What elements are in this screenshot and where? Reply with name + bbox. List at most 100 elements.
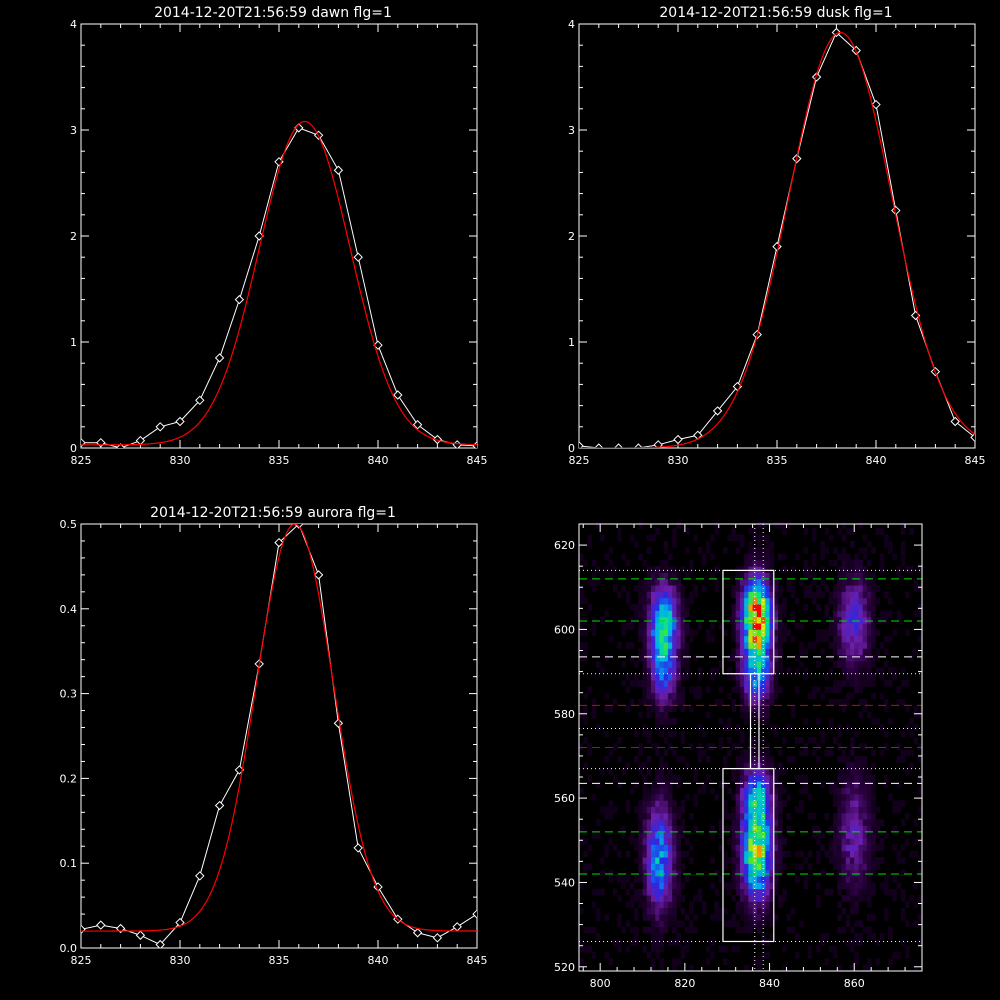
heatmap-cell bbox=[811, 528, 817, 535]
aurora-data-point bbox=[214, 800, 225, 811]
heatmap-cell bbox=[778, 642, 783, 649]
heatmap-cell bbox=[854, 812, 859, 820]
heatmap-cell bbox=[650, 838, 656, 845]
heatmap-cell bbox=[858, 610, 864, 618]
heatmap-cell bbox=[706, 547, 711, 554]
image-connector-box bbox=[749, 673, 760, 770]
heatmap-cell bbox=[761, 610, 766, 618]
heatmap-cell bbox=[752, 604, 758, 611]
heatmap-cell bbox=[697, 547, 703, 554]
heatmap-cell bbox=[900, 680, 906, 687]
heatmap-cell bbox=[841, 623, 847, 630]
heatmap-cell bbox=[667, 806, 673, 814]
heatmap-cell bbox=[752, 642, 758, 649]
heatmap-cell bbox=[854, 907, 859, 915]
heatmap-cell bbox=[765, 648, 770, 656]
heatmap-cell bbox=[850, 743, 855, 751]
heatmap-cell bbox=[642, 869, 648, 877]
heatmap-cell bbox=[866, 895, 872, 902]
dusk-data-point bbox=[653, 440, 663, 448]
heatmap-cell bbox=[900, 914, 906, 921]
heatmap-cell bbox=[659, 755, 665, 763]
heatmap-cell bbox=[761, 635, 766, 643]
heatmap-cell bbox=[858, 623, 864, 630]
heatmap-cell bbox=[752, 958, 758, 966]
heatmap-cell bbox=[917, 806, 923, 814]
heatmap-cell bbox=[858, 933, 864, 940]
heatmap-cell bbox=[739, 736, 745, 744]
heatmap-cell bbox=[718, 844, 724, 852]
heatmap-cell bbox=[862, 964, 868, 972]
heatmap-cell bbox=[659, 774, 665, 782]
heatmap-cell bbox=[672, 831, 677, 839]
heatmap-cell bbox=[638, 850, 643, 858]
heatmap-cell bbox=[744, 869, 749, 877]
heatmap-cell bbox=[765, 800, 770, 807]
heatmap-cell bbox=[799, 623, 804, 630]
heatmap-cell bbox=[883, 680, 889, 687]
heatmap-cell bbox=[650, 793, 656, 801]
heatmap-cell bbox=[786, 724, 792, 732]
heatmap-cell bbox=[684, 610, 690, 618]
heatmap-cell bbox=[650, 895, 656, 902]
heatmap-cell bbox=[769, 781, 775, 788]
heatmap-cell bbox=[731, 857, 737, 864]
heatmap-cell bbox=[845, 774, 851, 782]
heatmap-cell bbox=[752, 806, 758, 814]
heatmap-cell bbox=[773, 673, 779, 681]
heatmap-cell bbox=[769, 623, 775, 630]
heatmap-cell bbox=[625, 686, 631, 694]
heatmap-cell bbox=[676, 642, 682, 649]
heatmap-cell bbox=[748, 566, 754, 573]
heatmap-cell bbox=[739, 781, 745, 788]
heatmap-cell bbox=[879, 559, 885, 567]
heatmap-cell bbox=[642, 838, 648, 845]
heatmap-cell bbox=[748, 578, 754, 586]
heatmap-cell bbox=[655, 806, 660, 814]
heatmap-cell bbox=[655, 705, 660, 713]
heatmap-cell bbox=[638, 597, 643, 605]
heatmap-cell bbox=[634, 755, 639, 763]
heatmap-cell bbox=[739, 730, 745, 738]
heatmap-cell bbox=[739, 661, 745, 668]
heatmap-cell bbox=[765, 547, 770, 554]
heatmap-cell bbox=[748, 844, 754, 852]
heatmap-cell bbox=[752, 680, 758, 687]
heatmap-cell bbox=[850, 692, 855, 700]
heatmap-cell bbox=[667, 844, 673, 852]
heatmap-cell bbox=[752, 699, 758, 706]
heatmap-cell bbox=[828, 850, 834, 858]
heatmap-cell bbox=[676, 774, 682, 782]
heatmap-cell bbox=[706, 540, 711, 548]
heatmap-cell bbox=[850, 559, 855, 567]
heatmap-cell bbox=[731, 610, 737, 618]
heatmap-cell bbox=[659, 699, 665, 706]
heatmap-cell bbox=[579, 711, 584, 719]
heatmap-cell bbox=[888, 793, 893, 801]
heatmap-cell bbox=[833, 610, 838, 618]
heatmap-cell bbox=[833, 661, 838, 668]
heatmap-cell bbox=[587, 686, 593, 694]
heatmap-cell bbox=[634, 926, 639, 934]
heatmap-cell bbox=[735, 673, 741, 681]
heatmap-cell bbox=[752, 793, 758, 801]
heatmap-cell bbox=[667, 642, 673, 649]
heatmap-cell bbox=[794, 736, 800, 744]
heatmap-cell bbox=[748, 616, 754, 624]
heatmap-cell bbox=[888, 680, 893, 687]
heatmap-cell bbox=[824, 686, 830, 694]
heatmap-cell bbox=[667, 831, 673, 839]
heatmap-cell bbox=[837, 882, 842, 890]
heatmap-cell bbox=[600, 857, 605, 864]
heatmap-cell bbox=[739, 597, 745, 605]
heatmap-cell bbox=[875, 654, 881, 662]
heatmap-cell bbox=[604, 755, 610, 763]
heatmap-cell bbox=[828, 838, 834, 845]
heatmap-cell bbox=[866, 667, 872, 675]
heatmap-cell bbox=[608, 800, 614, 807]
heatmap-cell bbox=[769, 755, 775, 763]
heatmap-cell bbox=[591, 572, 597, 580]
heatmap-cell bbox=[854, 762, 859, 769]
heatmap-cell bbox=[659, 939, 665, 947]
heatmap-cell bbox=[642, 585, 648, 592]
